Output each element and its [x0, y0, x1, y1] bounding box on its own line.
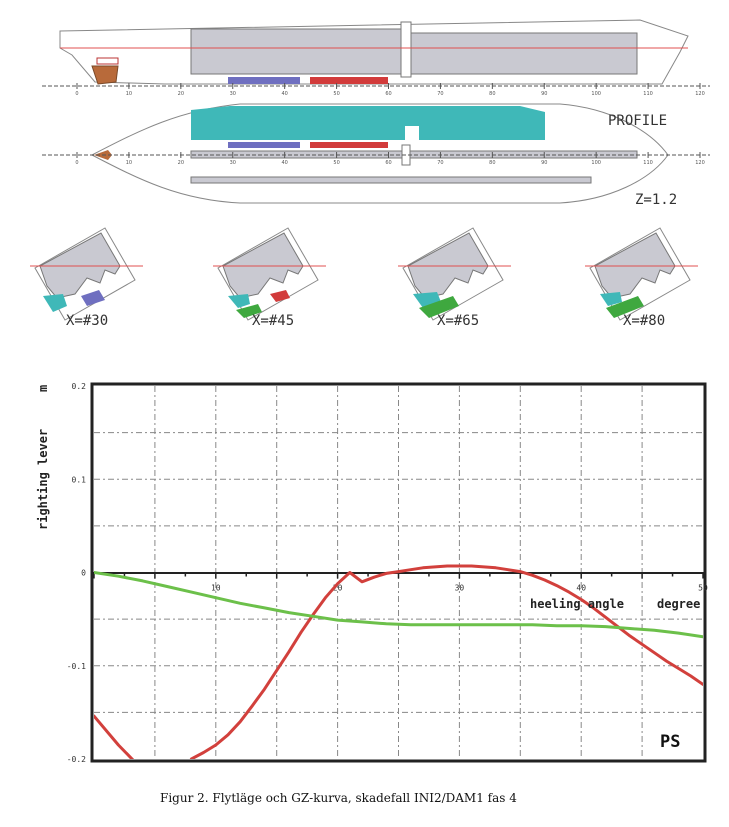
section-label-80: X=#80	[623, 313, 665, 329]
scale-top-tick-label: 30	[230, 91, 236, 97]
scale-plan-tick-label: 80	[489, 160, 495, 166]
section-80	[585, 227, 698, 321]
scale-plan-tick-label: 10	[126, 160, 132, 166]
scale-plan-tick-label: 60	[385, 160, 391, 166]
flooded-compartment-red-side	[310, 77, 388, 84]
scale-top-tick-label: 110	[643, 91, 653, 97]
scale-plan-tick-label: 70	[437, 160, 443, 166]
y-axis-label: righting lever	[36, 429, 50, 530]
scale-plan-tick-label: 90	[541, 160, 547, 166]
series-line-1	[94, 571, 703, 639]
section-30-flood-blue	[81, 290, 105, 306]
section-45-flood-cyan	[228, 294, 250, 308]
x-tick-label: 10	[211, 584, 221, 593]
scale-top-tick-label: 90	[541, 91, 547, 97]
section-45	[213, 227, 326, 321]
section-label-30: X=#30	[66, 313, 108, 329]
superstructure-block-fwd	[190, 28, 405, 75]
scale-top-tick-label: 40	[281, 91, 287, 97]
x-tick-label: 20	[333, 584, 343, 593]
section-label-65: X=#65	[437, 313, 479, 329]
corner-label-ps: PS	[660, 732, 680, 752]
z-label: Z=1.2	[635, 192, 677, 208]
plan-gap-1	[405, 126, 419, 142]
section-30	[30, 227, 143, 321]
profile-label: PROFILE	[608, 113, 667, 129]
scale-plan-tick-label: 0	[75, 160, 78, 166]
scale-plan-tick-label: 50	[333, 160, 339, 166]
y-tick-label: -0.2	[67, 755, 86, 764]
y-axis-unit: m	[36, 385, 50, 392]
section-label-45: X=#45	[252, 313, 294, 329]
scale-plan-tick-label: 110	[643, 160, 653, 166]
scale-top-tick-label: 120	[695, 91, 705, 97]
x-axis-unit: degree	[657, 597, 700, 611]
flooded-tank-cyan-plan	[191, 106, 545, 140]
lower-deck-strip	[190, 176, 592, 184]
y-ticks: 0.2 0.1 0 -0.1 -0.2	[67, 382, 86, 764]
chart-series	[94, 564, 703, 759]
rudder-side	[91, 65, 119, 85]
funnel	[400, 21, 412, 78]
x-axis-label: heeling angle	[530, 597, 624, 611]
scale-ticks-plan: 0 10 20 30 40 50 60 70 80 90 100 110 120	[75, 152, 705, 166]
y-tick-label: 0.2	[72, 382, 87, 391]
y-tick-label: 0	[81, 569, 86, 578]
section-45-flood-red	[270, 290, 290, 302]
section-80-flood-green	[606, 296, 644, 318]
x-tick-label: 40	[576, 584, 586, 593]
flooded-compartment-blue-plan	[228, 142, 300, 148]
scale-plan-tick-label: 40	[281, 160, 287, 166]
scale-top-tick-label: 80	[489, 91, 495, 97]
scale-plan-tick-label: 100	[591, 160, 601, 166]
superstructure-block-aft	[409, 32, 638, 75]
scale-top-tick-label: 50	[333, 91, 339, 97]
section-80-flood-cyan	[600, 292, 622, 306]
scale-top-tick-label: 100	[591, 91, 601, 97]
series-line-0	[94, 564, 703, 759]
ship-side-view: 0 10 20 30 40 50 60 70 80 90 100 110 120	[42, 19, 710, 97]
section-30-flood-cyan	[43, 294, 67, 312]
x-tick-label: 50	[698, 584, 708, 593]
y-tick-label: -0.1	[67, 662, 86, 671]
section-45-flood-green	[236, 304, 262, 318]
y-tick-label: 0.1	[72, 475, 87, 484]
cross-sections: X=#30 X=#45 X=#65 X=#80	[30, 227, 698, 329]
x-ticks: 10 20 30 40 50	[93, 572, 708, 593]
gz-chart: 10 20 30 40 50 0.2 0.1 0 -0.1 -0.2 heeling angle…	[36, 382, 708, 764]
ship-plan-view: 0 10 20 30 40 50 60 70 80 90 100 110 120 PROFILE Z=1…	[42, 103, 710, 208]
x-tick-label: 30	[455, 584, 465, 593]
scale-top-tick-label: 60	[385, 91, 391, 97]
stern-fitting	[96, 57, 119, 65]
scale-top-tick-label: 70	[437, 91, 443, 97]
scale-plan-tick-label: 120	[695, 160, 705, 166]
flooded-tank-cyan-plan-lower	[191, 128, 545, 140]
scale-top-tick-label: 20	[178, 91, 184, 97]
section-65-flood-green	[419, 296, 459, 318]
section-65	[398, 227, 511, 321]
flooded-compartment-blue-side	[228, 77, 300, 84]
scale-top-tick-label: 0	[75, 91, 78, 97]
scale-ticks-top: 0 10 20 30 40 50 60 70 80 90 100 110 120	[75, 83, 705, 97]
scale-plan-tick-label: 20	[178, 160, 184, 166]
figure-caption: Figur 2. Flytläge och GZ-kurva, skadefal…	[160, 791, 517, 805]
scale-plan-tick-label: 30	[230, 160, 236, 166]
flooded-compartment-red-plan	[310, 142, 388, 148]
scale-top-tick-label: 10	[126, 91, 132, 97]
